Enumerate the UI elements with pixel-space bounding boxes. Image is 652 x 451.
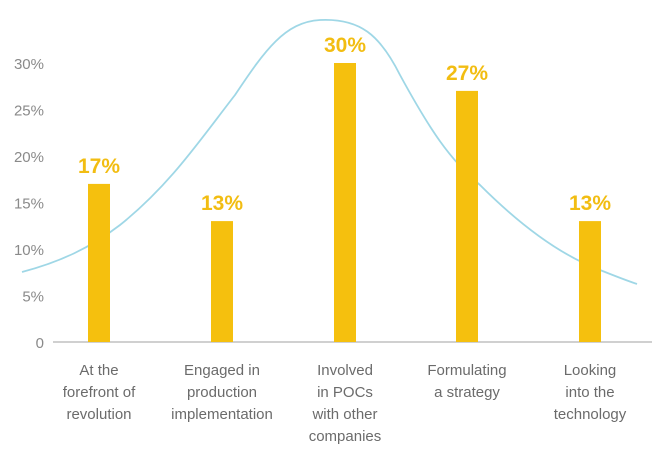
trend-curve: [21, 19, 638, 285]
bar: [88, 183, 110, 342]
category-label: companies: [309, 428, 382, 445]
category-label: Looking: [564, 362, 617, 379]
data-label: 27%: [446, 62, 488, 85]
y-tick-label: 5%: [22, 289, 44, 306]
category-label: with other: [311, 406, 377, 423]
category-label: At the: [79, 362, 118, 379]
y-tick-label: 20%: [14, 149, 44, 166]
category-label: Formulating: [427, 362, 506, 379]
y-tick-label: 30%: [14, 56, 44, 73]
bar: [211, 221, 233, 342]
y-tick-label: 10%: [14, 242, 44, 259]
category-label: technology: [554, 406, 627, 423]
category-label: Engaged in: [184, 362, 260, 379]
y-tick-label: 0: [36, 335, 44, 352]
category-label: Involved: [317, 362, 373, 379]
data-label: 30%: [324, 34, 366, 57]
category-label: a strategy: [434, 384, 500, 401]
category-label: in POCs: [317, 384, 373, 401]
y-tick-label: 25%: [14, 103, 44, 120]
category-label: implementation: [171, 406, 273, 423]
bar: [456, 90, 478, 343]
data-label: 13%: [569, 192, 611, 215]
category-label: into the: [565, 384, 614, 401]
category-label: revolution: [66, 406, 131, 423]
y-tick-label: 15%: [14, 196, 44, 213]
bar: [334, 63, 356, 342]
bar: [579, 221, 601, 342]
category-label: production: [187, 384, 257, 401]
data-label: 17%: [78, 155, 120, 178]
category-label: forefront of: [63, 384, 136, 401]
data-label: 13%: [201, 192, 243, 215]
